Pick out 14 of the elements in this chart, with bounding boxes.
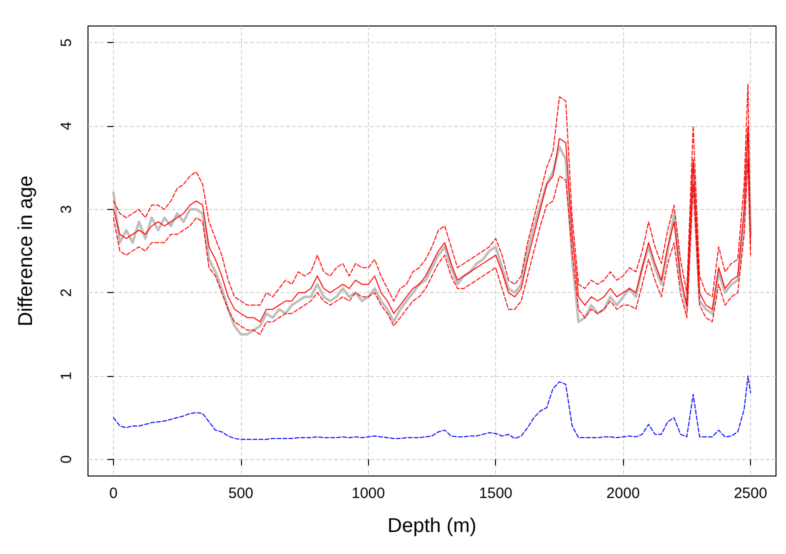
x-tick-label: 500 xyxy=(228,485,254,502)
y-tick-label: 1 xyxy=(58,372,75,380)
x-tick-label: 0 xyxy=(109,485,118,502)
x-tick-label: 2000 xyxy=(606,485,640,502)
x-tick-label: 2500 xyxy=(734,485,768,502)
y-tick-label: 3 xyxy=(58,205,75,214)
y-tick-label: 0 xyxy=(58,455,75,464)
y-axis-title: Difference in age xyxy=(15,176,37,326)
y-tick-label: 4 xyxy=(58,122,75,130)
y-tick-label: 2 xyxy=(58,288,75,297)
x-tick-label: 1500 xyxy=(479,485,512,502)
x-axis-title: Depth (m) xyxy=(388,515,476,537)
x-tick-label: 1000 xyxy=(352,485,385,502)
y-tick-label: 5 xyxy=(58,38,75,47)
